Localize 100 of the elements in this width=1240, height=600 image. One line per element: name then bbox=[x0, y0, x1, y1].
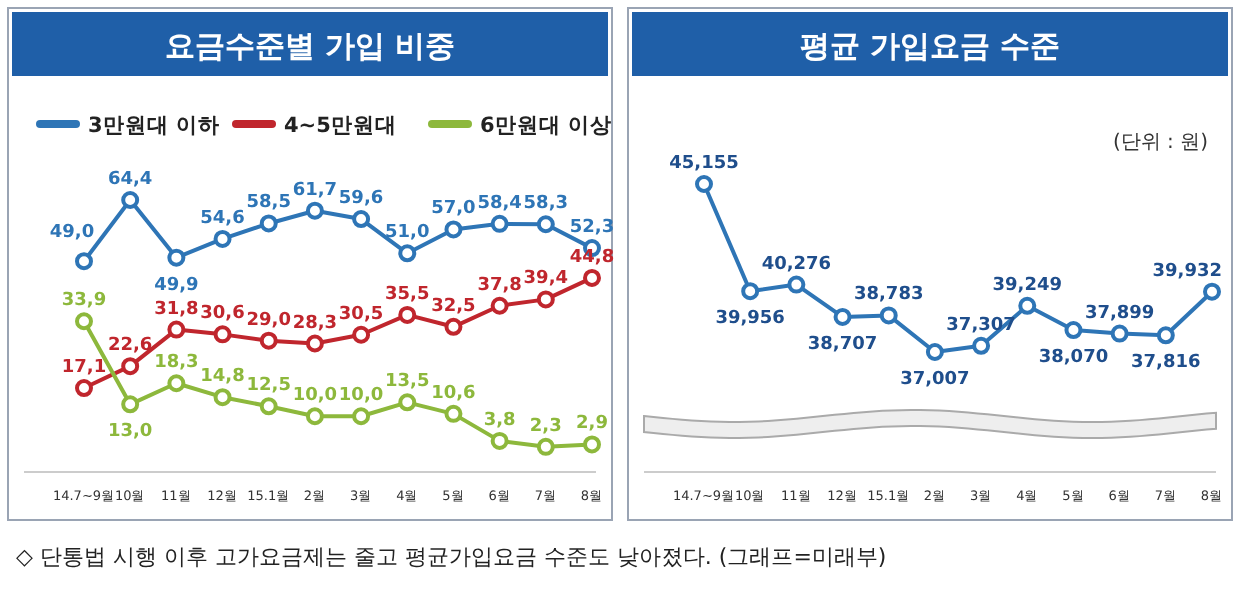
data-label: 37,8 bbox=[477, 275, 522, 296]
point bbox=[695, 175, 713, 193]
point bbox=[352, 210, 371, 229]
data-label: 18,3 bbox=[154, 353, 199, 374]
chart-title: 평균 가입요금 수준 bbox=[799, 28, 1061, 64]
data-label: 14,8 bbox=[200, 367, 245, 388]
data-label: 49,0 bbox=[49, 223, 95, 244]
data-label: 37,816 bbox=[1131, 353, 1201, 374]
legend-label: 4~5만원대 bbox=[284, 114, 397, 138]
data-label: 38,783 bbox=[853, 285, 924, 306]
legend-label: 6만원대 이상 bbox=[480, 114, 612, 138]
data-label: 3,8 bbox=[483, 410, 516, 431]
data-label: 44,8 bbox=[569, 247, 615, 268]
data-label: 39,956 bbox=[715, 309, 785, 330]
data-label: 2,3 bbox=[529, 416, 562, 437]
data-label: 61,7 bbox=[292, 180, 338, 201]
point bbox=[536, 290, 555, 309]
data-label: 22,6 bbox=[107, 336, 153, 357]
point bbox=[787, 275, 806, 294]
data-label: 54,6 bbox=[200, 208, 245, 229]
point bbox=[444, 317, 463, 336]
point bbox=[879, 306, 898, 325]
point bbox=[490, 431, 509, 450]
data-label: 28,3 bbox=[292, 313, 338, 334]
data-label: 45,155 bbox=[669, 154, 739, 174]
point bbox=[398, 305, 417, 324]
point bbox=[583, 268, 601, 287]
point bbox=[972, 336, 991, 355]
point bbox=[305, 407, 324, 426]
text: (단위 : 원) bbox=[1112, 132, 1209, 154]
data-label: 37,007 bbox=[900, 370, 970, 390]
point bbox=[1156, 326, 1175, 345]
point bbox=[305, 201, 324, 220]
point bbox=[398, 393, 417, 412]
data-label: 64,4 bbox=[107, 170, 153, 190]
data-label: 39,4 bbox=[523, 269, 569, 290]
point bbox=[398, 244, 417, 263]
data-label: 38,707 bbox=[807, 334, 878, 355]
point bbox=[833, 307, 852, 326]
data-label: 57,0 bbox=[431, 199, 476, 220]
point bbox=[167, 248, 186, 267]
point bbox=[490, 296, 509, 315]
point bbox=[1110, 324, 1129, 343]
data-label: 10,0 bbox=[338, 386, 384, 407]
data-label: 59,6 bbox=[338, 189, 384, 210]
point bbox=[1018, 296, 1037, 315]
data-label: 40,276 bbox=[761, 254, 832, 275]
data-label: 30,6 bbox=[200, 304, 245, 325]
point bbox=[213, 229, 232, 248]
point bbox=[75, 252, 93, 271]
data-label: 52,3 bbox=[569, 218, 615, 239]
point bbox=[490, 214, 509, 233]
point bbox=[1064, 321, 1083, 340]
point bbox=[213, 388, 232, 407]
point bbox=[167, 320, 186, 339]
data-label: 39,249 bbox=[992, 275, 1063, 296]
legend-label: 3만원대 이하 bbox=[88, 114, 220, 138]
text: ◇ 단통법 시행 이후 고가요금제는 줄고 평균가입요금 수준도 낮아졌다. (그래프=미래부) bbox=[16, 544, 887, 570]
data-label: 2,9 bbox=[576, 414, 608, 435]
data-label: 58,5 bbox=[246, 193, 291, 214]
point bbox=[213, 325, 232, 344]
point bbox=[75, 379, 93, 398]
data-label: 51,0 bbox=[385, 223, 430, 244]
point bbox=[1203, 282, 1221, 301]
point bbox=[305, 334, 324, 353]
data-label: 38,070 bbox=[1038, 348, 1109, 369]
data-label: 49,9 bbox=[154, 275, 199, 296]
data-label: 35,5 bbox=[385, 284, 430, 305]
data-label: 13,0 bbox=[107, 422, 153, 443]
point bbox=[925, 343, 944, 361]
data-label: 10,0 bbox=[292, 386, 338, 407]
data-label: 32,5 bbox=[431, 296, 476, 317]
data-label: 12,5 bbox=[246, 376, 291, 397]
data-label: 58,3 bbox=[523, 194, 569, 215]
data-label: 39,932 bbox=[1152, 261, 1222, 282]
point bbox=[75, 312, 93, 331]
point bbox=[167, 374, 186, 393]
point bbox=[121, 357, 140, 376]
point bbox=[536, 215, 555, 234]
point bbox=[259, 397, 278, 416]
point bbox=[444, 404, 463, 423]
point bbox=[259, 331, 278, 350]
data-label: 30,5 bbox=[338, 304, 384, 325]
point bbox=[741, 282, 760, 301]
data-label: 29,0 bbox=[246, 310, 291, 331]
data-label: 13,5 bbox=[385, 372, 430, 393]
point bbox=[583, 435, 601, 454]
data-label: 17,1 bbox=[61, 358, 107, 379]
chart-title: 요금수준별 가입 비중 bbox=[164, 28, 456, 64]
point bbox=[121, 395, 140, 414]
point bbox=[121, 191, 140, 209]
data-label: 10,6 bbox=[431, 383, 476, 404]
data-label: 58,4 bbox=[477, 193, 522, 214]
point bbox=[259, 214, 278, 233]
data-label: 33,9 bbox=[61, 291, 107, 312]
point bbox=[352, 325, 371, 344]
data-label: 37,899 bbox=[1084, 303, 1155, 324]
point bbox=[444, 220, 463, 239]
point bbox=[536, 437, 555, 456]
point bbox=[352, 407, 371, 426]
